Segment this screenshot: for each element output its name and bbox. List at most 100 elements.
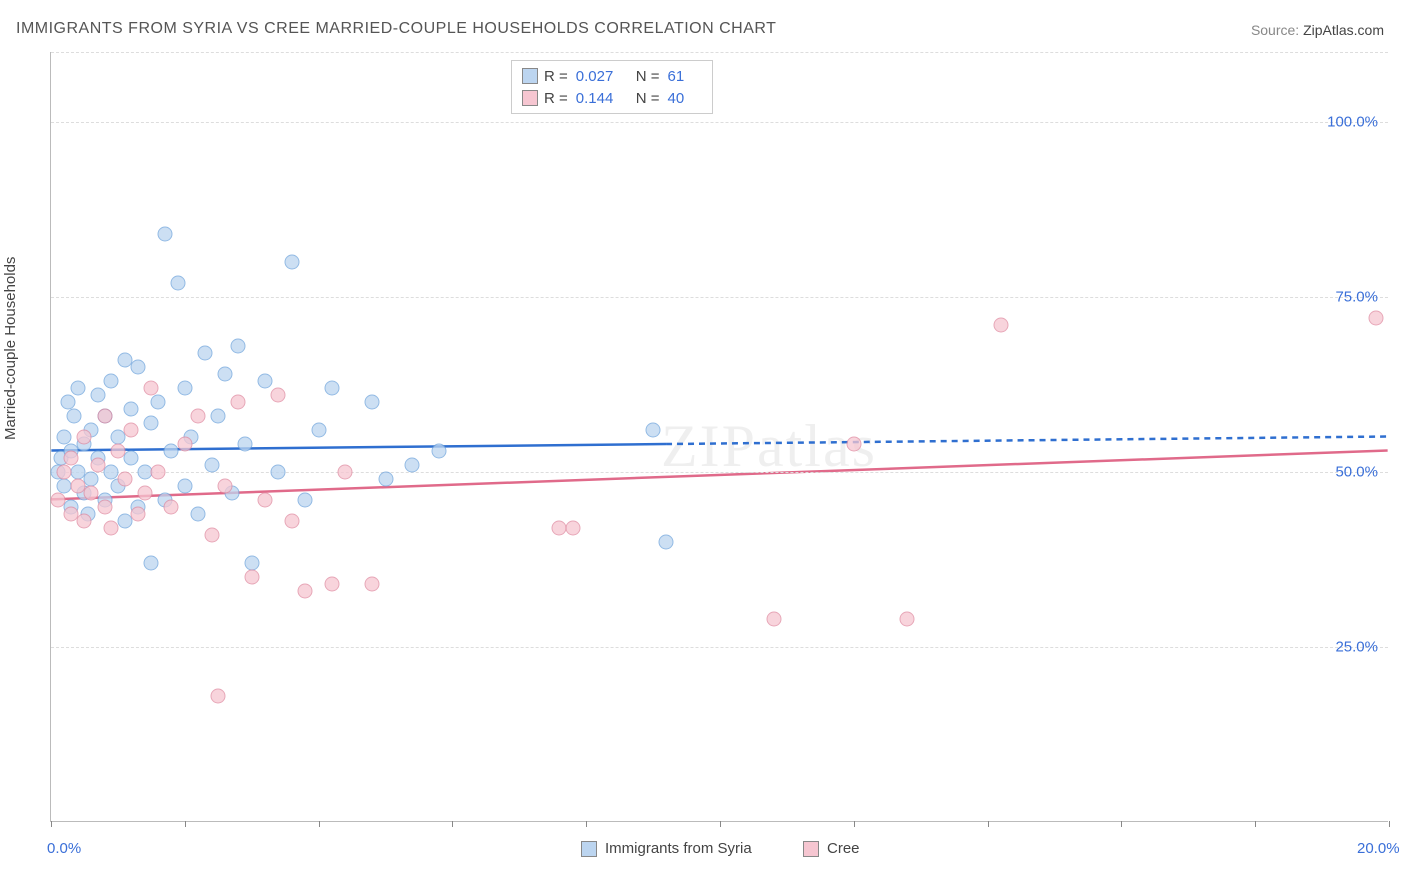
x-tick [51,821,52,827]
legend-series-name: Cree [827,840,860,857]
scatter-point [117,472,132,487]
legend-row: R =0.144N =40 [522,87,702,109]
scatter-point [151,395,166,410]
scatter-point [405,458,420,473]
legend-r-label: R = [544,68,568,85]
y-tick-label: 25.0% [1335,639,1378,656]
scatter-point [244,570,259,585]
x-tick [1121,821,1122,827]
legend-n-value: 61 [668,68,692,85]
x-tick-label: 0.0% [47,840,81,857]
scatter-point [993,318,1008,333]
scatter-point [238,437,253,452]
trend-lines-layer [51,52,1388,821]
scatter-point [191,507,206,522]
scatter-point [64,451,79,466]
scatter-point [77,514,92,529]
y-tick-label: 75.0% [1335,289,1378,306]
scatter-point [197,346,212,361]
series-legend-b: Cree [803,840,860,857]
scatter-point [84,472,99,487]
legend-swatch-icon [522,90,538,106]
scatter-plot-area: ZIPatlas R =0.027N =61R =0.144N =40 Immi… [50,52,1388,822]
gridline-h [51,472,1388,473]
scatter-point [104,521,119,536]
scatter-point [137,486,152,501]
x-tick-label: 20.0% [1357,840,1400,857]
source-attribution: Source: ZipAtlas.com [1251,22,1384,38]
scatter-point [298,584,313,599]
scatter-point [766,612,781,627]
scatter-point [70,381,85,396]
scatter-point [177,479,192,494]
scatter-point [67,409,82,424]
x-tick [185,821,186,827]
scatter-point [144,556,159,571]
scatter-point [124,423,139,438]
scatter-point [217,367,232,382]
scatter-point [164,500,179,515]
scatter-point [258,374,273,389]
watermark-text: ZIPatlas [661,412,877,481]
legend-n-value: 40 [668,90,692,107]
correlation-legend-box: R =0.027N =61R =0.144N =40 [511,60,713,114]
scatter-point [231,395,246,410]
x-tick [854,821,855,827]
scatter-point [177,437,192,452]
legend-r-value: 0.027 [576,68,620,85]
scatter-point [104,374,119,389]
scatter-point [284,255,299,270]
scatter-point [659,535,674,550]
y-axis-label: Married-couple Households [2,257,19,440]
legend-n-label: N = [636,68,660,85]
legend-n-label: N = [636,90,660,107]
scatter-point [231,339,246,354]
scatter-point [124,402,139,417]
trend-line [51,444,666,450]
scatter-point [84,486,99,501]
x-tick [720,821,721,827]
scatter-point [90,458,105,473]
scatter-point [191,409,206,424]
scatter-point [144,381,159,396]
scatter-point [217,479,232,494]
scatter-point [271,388,286,403]
scatter-point [311,423,326,438]
scatter-point [204,528,219,543]
scatter-point [204,458,219,473]
scatter-point [177,381,192,396]
scatter-point [97,409,112,424]
scatter-point [130,507,145,522]
trend-line [666,437,1388,445]
scatter-point [211,689,226,704]
scatter-point [57,465,72,480]
source-label: Source: [1251,22,1303,38]
scatter-point [258,493,273,508]
scatter-point [90,388,105,403]
scatter-point [365,395,380,410]
scatter-point [77,430,92,445]
gridline-h [51,647,1388,648]
scatter-point [124,451,139,466]
gridline-h [51,122,1388,123]
scatter-point [157,227,172,242]
scatter-point [378,472,393,487]
legend-swatch-icon [522,68,538,84]
scatter-point [432,444,447,459]
scatter-point [50,493,65,508]
x-tick [1255,821,1256,827]
scatter-point [900,612,915,627]
scatter-point [1368,311,1383,326]
chart-title: IMMIGRANTS FROM SYRIA VS CREE MARRIED-CO… [16,20,776,38]
x-tick [586,821,587,827]
legend-r-value: 0.144 [576,90,620,107]
scatter-point [97,500,112,515]
scatter-point [646,423,661,438]
source-value: ZipAtlas.com [1303,22,1384,38]
scatter-point [271,465,286,480]
scatter-point [298,493,313,508]
scatter-point [284,514,299,529]
legend-swatch-icon [803,841,819,857]
scatter-point [110,444,125,459]
legend-swatch-icon [581,841,597,857]
